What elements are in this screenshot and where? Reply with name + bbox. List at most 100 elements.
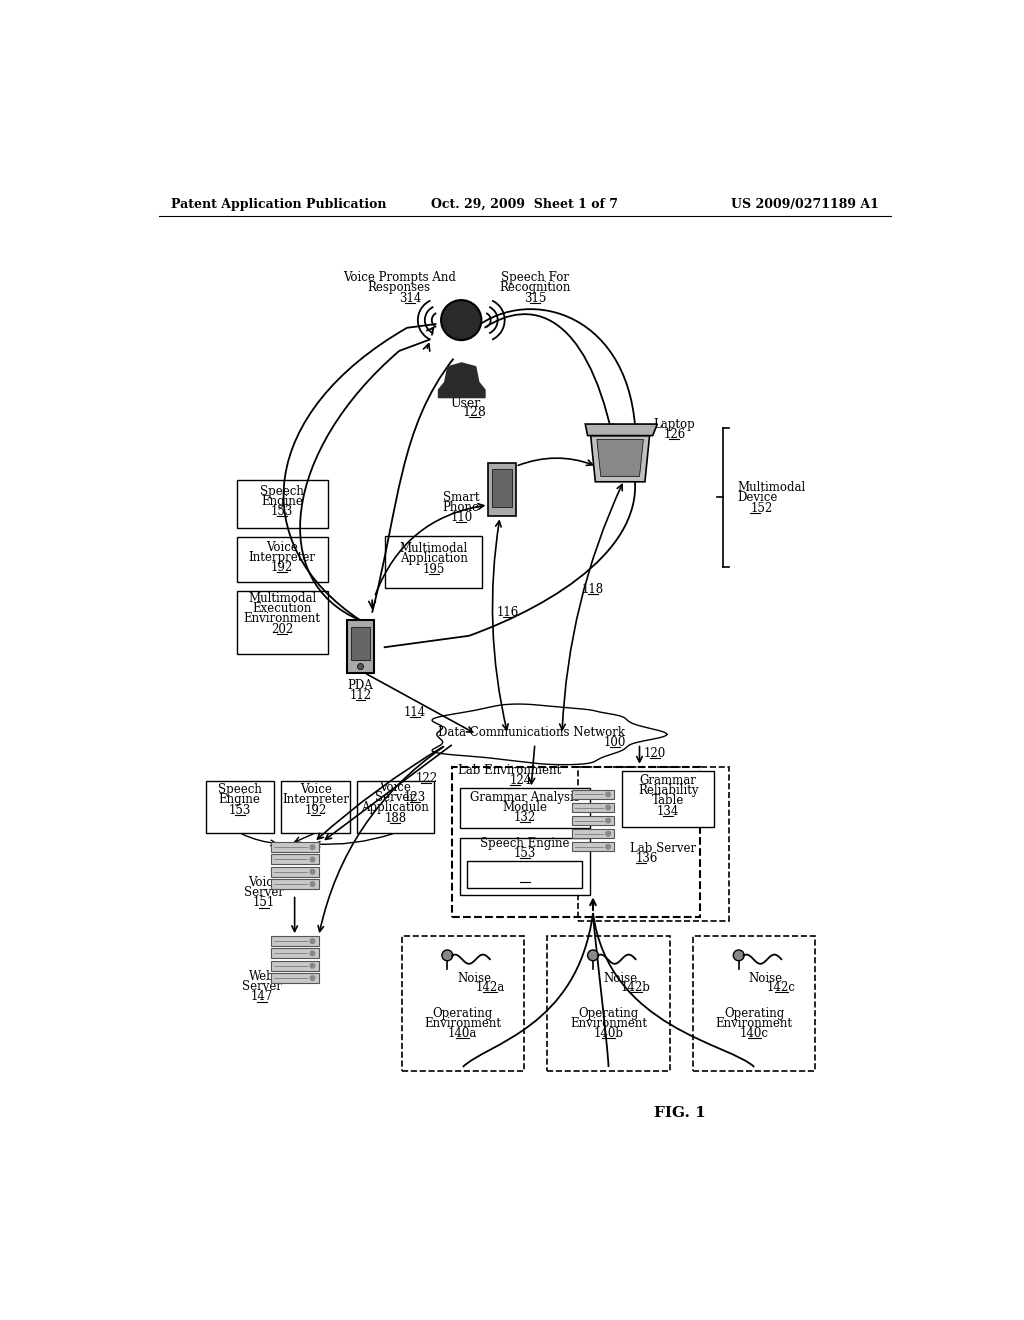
Text: 126: 126 [664,428,685,441]
FancyBboxPatch shape [385,536,482,589]
Circle shape [310,964,314,968]
Text: 134: 134 [657,805,679,818]
Circle shape [310,870,314,874]
Circle shape [588,950,598,961]
Text: Speech: Speech [260,484,304,498]
Text: Module: Module [503,801,547,814]
Text: Lab Environment: Lab Environment [458,764,561,777]
Text: Smart: Smart [443,491,479,504]
Text: 202: 202 [271,623,293,636]
Text: Phone: Phone [442,500,480,513]
Text: Engine: Engine [219,793,260,807]
FancyBboxPatch shape [270,879,318,890]
Text: 118: 118 [582,583,604,597]
FancyBboxPatch shape [547,936,670,1071]
FancyBboxPatch shape [623,771,714,826]
Text: Web: Web [249,970,275,982]
FancyBboxPatch shape [270,936,318,946]
Text: 142b: 142b [621,981,650,994]
FancyBboxPatch shape [460,788,590,829]
Text: 140a: 140a [449,1027,477,1040]
Text: 122: 122 [416,772,437,785]
FancyBboxPatch shape [571,803,614,812]
Text: 142a: 142a [475,981,505,994]
Polygon shape [586,424,657,436]
Circle shape [733,950,744,961]
FancyBboxPatch shape [270,854,318,865]
Text: Speech: Speech [218,783,261,796]
Text: 114: 114 [403,706,426,719]
Text: 110: 110 [451,511,472,524]
Circle shape [606,845,610,849]
Polygon shape [351,627,370,660]
Text: Environment: Environment [424,1016,502,1030]
Text: Voice Prompts And: Voice Prompts And [343,271,456,284]
Text: Recognition: Recognition [499,281,570,294]
Polygon shape [432,704,667,764]
Text: 192: 192 [304,804,327,817]
Text: Voice: Voice [248,875,280,888]
Text: Interpreter: Interpreter [282,793,349,807]
Text: FIG. 1: FIG. 1 [654,1106,706,1121]
FancyBboxPatch shape [237,480,328,528]
FancyBboxPatch shape [270,949,318,958]
FancyBboxPatch shape [356,780,434,833]
FancyBboxPatch shape [571,789,614,799]
FancyBboxPatch shape [401,936,524,1071]
Text: Operating: Operating [724,1007,784,1019]
Text: Grammar: Grammar [497,861,553,874]
Text: Grammar: Grammar [640,774,696,787]
Circle shape [310,939,314,944]
Circle shape [606,805,610,809]
Text: Server: Server [244,886,284,899]
Text: 195: 195 [423,564,444,576]
Text: 140c: 140c [739,1027,769,1040]
Text: 116: 116 [497,606,519,619]
Text: Voice: Voice [300,783,332,796]
Text: Application: Application [361,801,429,814]
Polygon shape [591,436,649,482]
Text: US 2009/0271189 A1: US 2009/0271189 A1 [731,198,879,211]
Text: Data Communications Network: Data Communications Network [437,726,625,739]
Text: Engine: Engine [261,495,303,508]
Text: Multimodal: Multimodal [248,593,316,606]
FancyBboxPatch shape [270,973,318,983]
Text: 315: 315 [523,292,546,305]
Circle shape [310,882,314,887]
Text: 132: 132 [514,810,536,824]
Text: 153: 153 [514,847,536,861]
Circle shape [310,975,314,981]
Text: 124: 124 [510,774,532,787]
Text: 104: 104 [514,871,536,884]
Text: 314: 314 [399,292,421,305]
Text: Oct. 29, 2009  Sheet 1 of 7: Oct. 29, 2009 Sheet 1 of 7 [431,198,618,211]
Circle shape [606,792,610,797]
Text: 151: 151 [253,896,274,909]
FancyBboxPatch shape [460,838,590,895]
Text: Grammar Analysis: Grammar Analysis [470,791,580,804]
Text: 100: 100 [603,735,626,748]
FancyBboxPatch shape [693,936,815,1071]
FancyBboxPatch shape [467,861,583,887]
FancyBboxPatch shape [571,829,614,838]
Text: Table: Table [652,795,684,807]
Text: 192: 192 [271,561,293,574]
Circle shape [310,857,314,862]
Circle shape [310,845,314,850]
Text: 188: 188 [384,812,407,825]
Text: Lab Server: Lab Server [630,842,696,855]
Text: Operating: Operating [433,1007,493,1019]
FancyBboxPatch shape [452,767,700,917]
Text: Multimodal: Multimodal [399,543,468,556]
Text: 140b: 140b [594,1027,624,1040]
Text: 128: 128 [463,407,486,418]
Text: Device: Device [737,491,777,504]
Circle shape [310,952,314,956]
Text: Operating: Operating [579,1007,639,1019]
Text: Multimodal: Multimodal [737,482,806,495]
FancyBboxPatch shape [237,591,328,655]
Text: Patent Application Publication: Patent Application Publication [171,198,386,211]
Text: Responses: Responses [368,281,431,294]
Polygon shape [346,620,375,673]
Text: User: User [450,397,480,409]
